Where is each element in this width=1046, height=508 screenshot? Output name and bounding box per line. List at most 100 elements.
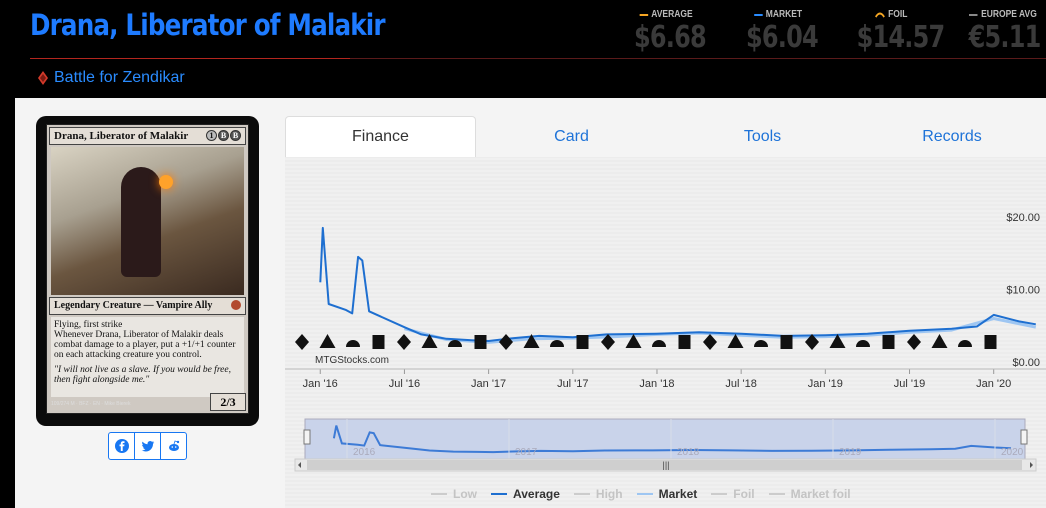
rules-text: Flying, first strike Whenever Drana, Lib… bbox=[51, 317, 244, 397]
set-release-icon bbox=[882, 335, 895, 349]
set-release-icon bbox=[550, 340, 564, 347]
share-buttons bbox=[108, 432, 187, 460]
card-art bbox=[51, 147, 244, 295]
legend-item-average[interactable]: Average bbox=[491, 487, 560, 501]
legend-item-low[interactable]: Low bbox=[431, 487, 477, 501]
mana-symbol: B bbox=[218, 130, 229, 141]
set-release-icon-shape bbox=[397, 334, 411, 350]
tab-card[interactable]: Card bbox=[554, 127, 589, 145]
set-release-icon bbox=[856, 340, 870, 347]
navigator-range bbox=[304, 418, 1026, 460]
set-release-icon bbox=[474, 335, 487, 349]
set-release-icon-shape bbox=[421, 334, 438, 348]
navigator-label: 2020 bbox=[1001, 447, 1024, 458]
price-chart-svg[interactable]: $20.00 $10.00 $0.00 Jan '16 Jul '16 Jan '17 Ju… bbox=[285, 157, 1046, 508]
zendikar-set-icon bbox=[38, 71, 48, 85]
reddit-share-button[interactable] bbox=[161, 433, 186, 459]
legend-swatch bbox=[431, 493, 447, 495]
flavor-text: "I will not live as a slave. If you woul… bbox=[54, 365, 231, 385]
legend-item-high[interactable]: High bbox=[573, 487, 623, 501]
set-release-icon-shape bbox=[319, 334, 336, 348]
price-europe-value: €5.11 bbox=[968, 20, 1042, 55]
x-tick-label: Jul '18 bbox=[725, 378, 756, 390]
set-release-icon bbox=[652, 340, 666, 347]
legend-swatch bbox=[636, 493, 653, 495]
card-image[interactable]: Drana, Liberator of Malakir 1 B B Legend… bbox=[36, 116, 259, 426]
set-release-icon-shape bbox=[754, 340, 768, 347]
chart-legend: Low Average High Market Foil Market foil bbox=[431, 487, 851, 501]
tab-records[interactable]: Records bbox=[922, 127, 982, 145]
legend-label: High bbox=[595, 487, 623, 501]
legend-item-market-foil[interactable]: Market foil bbox=[768, 487, 851, 501]
y-tick-label: $20.00 bbox=[1006, 212, 1040, 224]
set-release-icon-shape bbox=[727, 334, 744, 348]
y-tick-label: $10.00 bbox=[1006, 285, 1040, 297]
set-release-icon-shape bbox=[448, 340, 462, 347]
set-release-icon bbox=[754, 340, 768, 347]
scrollbar-grip-icon: ||| bbox=[662, 460, 669, 470]
set-release-icon bbox=[601, 334, 615, 350]
facebook-share-button[interactable] bbox=[109, 433, 135, 459]
legend-label: Market bbox=[658, 487, 698, 501]
set-release-icon bbox=[625, 334, 642, 348]
set-release-icon bbox=[576, 335, 589, 349]
legend-swatch bbox=[711, 493, 728, 495]
set-release-icon-shape bbox=[984, 335, 997, 349]
set-release-icon bbox=[295, 334, 309, 350]
title-divider bbox=[30, 58, 1046, 59]
set-link[interactable]: Battle for Zendikar bbox=[38, 69, 185, 87]
navigator-label: 2016 bbox=[353, 447, 376, 458]
x-tick-label: Jan '17 bbox=[471, 378, 506, 390]
tab-tools[interactable]: Tools bbox=[743, 127, 782, 145]
set-release-icon-shape bbox=[474, 335, 487, 349]
set-release-icon-shape bbox=[576, 335, 589, 349]
navigator-line bbox=[332, 425, 1012, 454]
set-release-icon bbox=[421, 334, 438, 348]
set-release-icon bbox=[448, 340, 462, 347]
set-release-icon-shape bbox=[346, 340, 360, 347]
set-release-icon bbox=[319, 334, 336, 348]
title-divider-accent bbox=[30, 58, 350, 59]
set-release-icon bbox=[397, 334, 411, 350]
set-release-icon bbox=[958, 340, 972, 347]
x-tick-label: Jan '18 bbox=[639, 378, 674, 390]
x-tick-label: Jan '19 bbox=[808, 378, 843, 390]
legend-label: Foil bbox=[733, 487, 755, 501]
scroll-left-icon bbox=[298, 462, 301, 468]
set-release-icon-shape bbox=[550, 340, 564, 347]
price-foil-value: $14.57 bbox=[856, 20, 946, 55]
chart-scrollbar-thumb bbox=[307, 460, 1022, 470]
page-header: Drana, Liberator of Malakir Battle for Z… bbox=[0, 0, 1046, 98]
legend-swatch bbox=[491, 493, 507, 495]
tab-bar: Finance Card Tools Records bbox=[285, 116, 1046, 157]
set-release-icon-shape bbox=[805, 334, 819, 350]
price-foil: FOIL $14.57 bbox=[848, 9, 946, 55]
legend-swatch bbox=[573, 493, 590, 495]
set-release-icon-shape bbox=[780, 335, 793, 349]
mana-cost: 1 B B bbox=[206, 130, 241, 142]
price-europe-label: EUROPE AVG bbox=[981, 9, 1037, 20]
legend-label: Low bbox=[453, 487, 477, 501]
legend-item-market[interactable]: Market bbox=[636, 487, 698, 501]
set-release-icon-shape bbox=[678, 335, 691, 349]
set-release-icon bbox=[931, 334, 948, 348]
twitter-share-button[interactable] bbox=[135, 433, 161, 459]
set-release-icon bbox=[727, 334, 744, 348]
set-release-icon bbox=[780, 335, 793, 349]
price-chart[interactable]: $20.00 $10.00 $0.00 Jan '16 Jul '16 Jan '17 Ju… bbox=[285, 157, 1046, 508]
set-release-icon bbox=[703, 334, 717, 350]
navigator-label: 2017 bbox=[515, 447, 538, 458]
price-average: AVERAGE $6.68 bbox=[626, 9, 707, 55]
tab-finance[interactable]: Finance bbox=[285, 116, 476, 157]
mana-symbol: 1 bbox=[206, 130, 217, 141]
power-toughness: 2/3 bbox=[210, 393, 246, 411]
set-release-icon bbox=[678, 335, 691, 349]
legend-item-foil[interactable]: Foil bbox=[711, 487, 755, 501]
set-release-icon bbox=[523, 334, 540, 348]
card-name: Drana, Liberator of Malakir bbox=[54, 130, 189, 142]
set-release-icon bbox=[829, 334, 846, 348]
price-market-value: $6.04 bbox=[746, 20, 819, 55]
x-tick-label: Jul '19 bbox=[894, 378, 925, 390]
set-symbol-icon bbox=[231, 300, 241, 310]
card-title: Drana, Liberator of Malakir bbox=[30, 8, 386, 42]
